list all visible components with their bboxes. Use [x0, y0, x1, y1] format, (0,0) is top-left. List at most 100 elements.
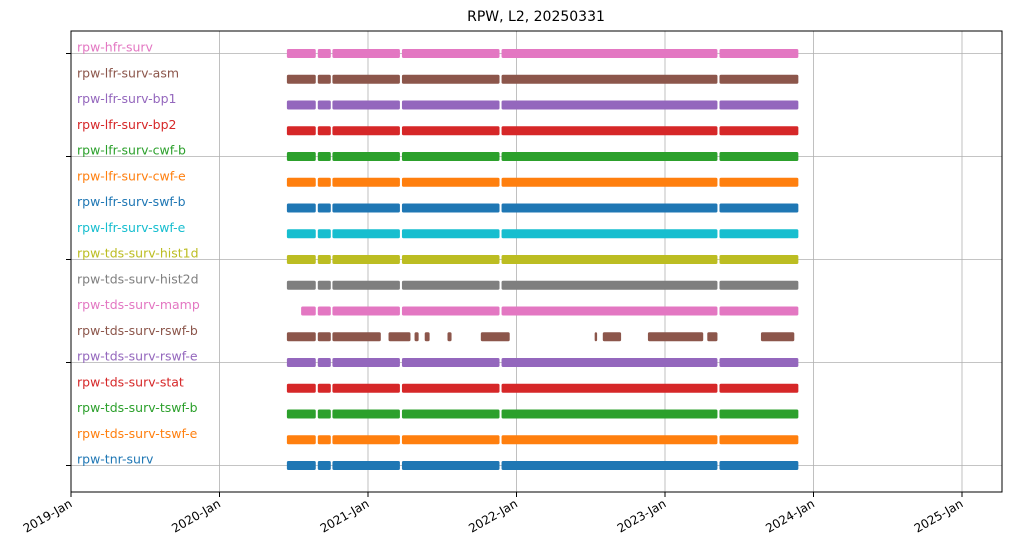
coverage-bar [501, 255, 718, 264]
coverage-bar [317, 203, 331, 213]
x-tick-label: 2021-Jan [318, 496, 372, 535]
coverage-bar [286, 358, 316, 367]
coverage-bar [602, 332, 622, 342]
coverage-bar [317, 49, 331, 58]
coverage-bar [286, 461, 316, 470]
coverage-bar [594, 332, 598, 342]
coverage-bar [707, 332, 718, 342]
coverage-bar [501, 409, 718, 419]
coverage-bar [286, 100, 316, 110]
coverage-bar [501, 229, 718, 239]
coverage-bar [317, 280, 331, 290]
coverage-bar [501, 177, 718, 187]
coverage-bar [480, 332, 510, 342]
x-tick-label: 2023-Jan [615, 496, 669, 535]
coverage-bar [317, 255, 331, 264]
coverage-bar [332, 152, 400, 161]
coverage-bar [332, 126, 400, 136]
series-label: rpw-tds-surv-tswf-e [77, 426, 198, 441]
series-label: rpw-tnr-surv [77, 452, 154, 467]
coverage-bar [414, 332, 419, 342]
coverage-bar [332, 435, 400, 445]
coverage-bar [401, 306, 500, 316]
coverage-bar [401, 74, 500, 84]
series-label: rpw-tds-surv-stat [77, 374, 184, 389]
coverage-bar [286, 203, 316, 213]
coverage-bar [501, 100, 718, 110]
plot-frame [70, 30, 1003, 493]
coverage-bar [286, 126, 316, 136]
coverage-bar [301, 306, 316, 316]
coverage-bar [719, 152, 799, 161]
coverage-bar [286, 229, 316, 239]
coverage-bar [286, 435, 316, 445]
coverage-bar [332, 358, 400, 367]
coverage-bar [719, 383, 799, 393]
coverage-bar [401, 358, 500, 367]
x-tick-label: 2022-Jan [466, 496, 520, 535]
x-tick-label: 2025-Jan [912, 496, 966, 535]
coverage-bar [317, 74, 331, 84]
series-label: rpw-lfr-surv-swf-e [77, 220, 186, 235]
coverage-bar [332, 383, 400, 393]
coverage-bar [317, 435, 331, 445]
coverage-bar [286, 383, 316, 393]
coverage-bar [317, 100, 331, 110]
coverage-bar [317, 126, 331, 136]
coverage-bar [317, 409, 331, 419]
coverage-bar [447, 332, 452, 342]
coverage-bar [332, 100, 400, 110]
coverage-bar [501, 435, 718, 445]
coverage-bar [388, 332, 411, 342]
coverage-bar [501, 49, 718, 58]
coverage-bar [719, 177, 799, 187]
coverage-bar [719, 100, 799, 110]
coverage-bar [719, 229, 799, 239]
x-tick-label: 2019-Jan [21, 496, 75, 535]
coverage-bar [501, 280, 718, 290]
series-label: rpw-lfr-surv-cwf-b [77, 143, 186, 158]
coverage-bar [719, 255, 799, 264]
coverage-bar [501, 126, 718, 136]
coverage-bar [286, 332, 316, 342]
coverage-bar [332, 203, 400, 213]
chart-title: RPW, L2, 20250331 [467, 9, 605, 25]
coverage-bar [317, 358, 331, 367]
coverage-bar [401, 409, 500, 419]
coverage-bar [501, 152, 718, 161]
coverage-bar [719, 49, 799, 58]
coverage-bar [501, 203, 718, 213]
series-label: rpw-tds-surv-hist2d [77, 271, 199, 286]
coverage-bar [332, 49, 400, 58]
coverage-bar [286, 152, 316, 161]
series-label: rpw-tds-surv-mamp [77, 297, 200, 312]
coverage-bar [401, 100, 500, 110]
series-labels: rpw-hfr-surv rpw-lfr-surv-asm rpw-lfr-surv… [77, 40, 200, 467]
coverage-bar [719, 280, 799, 290]
coverage-bar [719, 126, 799, 136]
coverage-bar [332, 229, 400, 239]
coverage-bar [286, 49, 316, 58]
coverage-bar [719, 435, 799, 445]
coverage-bar [719, 203, 799, 213]
coverage-bar [401, 435, 500, 445]
coverage-bar [719, 358, 799, 367]
coverage-bar [401, 461, 500, 470]
coverage-bar [332, 177, 400, 187]
coverage-bar [401, 177, 500, 187]
coverage-bar [332, 74, 400, 84]
coverage-bar [401, 280, 500, 290]
series-label: rpw-lfr-surv-bp2 [77, 117, 177, 132]
x-tick-label: 2024-Jan [763, 496, 817, 535]
coverage-bar [719, 461, 799, 470]
series-label: rpw-lfr-surv-bp1 [77, 91, 177, 106]
series-label: rpw-lfr-surv-asm [77, 65, 179, 80]
coverage-bar [647, 332, 704, 342]
series-label: rpw-lfr-surv-swf-b [77, 194, 186, 209]
coverage-bar [317, 383, 331, 393]
coverage-bar [401, 255, 500, 264]
coverage-bar [332, 332, 381, 342]
series-label: rpw-tds-surv-rswf-e [77, 349, 198, 364]
coverage-bar [501, 461, 718, 470]
